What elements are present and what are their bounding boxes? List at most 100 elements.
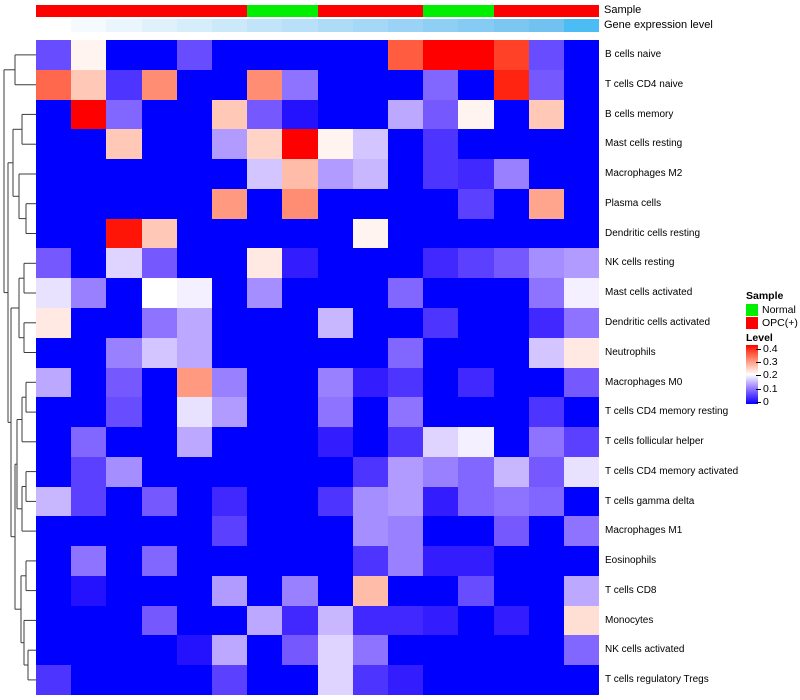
heatmap-cell	[318, 546, 353, 576]
level-tick	[756, 349, 761, 350]
heatmap-cell	[529, 665, 564, 695]
heatmap-cell	[353, 248, 388, 278]
heatmap-cell	[353, 129, 388, 159]
sample-annotation-cell	[212, 5, 247, 17]
heatmap-cell	[494, 457, 529, 487]
heatmap-cell	[564, 338, 599, 368]
heatmap-cell	[282, 189, 318, 219]
heatmap-cell	[177, 189, 212, 219]
heatmap-cell	[106, 457, 142, 487]
heatmap-cell	[71, 189, 106, 219]
heatmap-cell	[458, 546, 494, 576]
heatmap-cell	[423, 308, 458, 338]
heatmap-cell	[142, 665, 177, 695]
heatmap-cell	[142, 100, 177, 129]
heatmap-cell	[388, 40, 423, 70]
heatmap-cell	[353, 40, 388, 70]
heatmap-cell	[36, 427, 71, 457]
heatmap-cell	[318, 308, 353, 338]
heatmap-cell	[247, 516, 282, 546]
heatmap-cell	[71, 100, 106, 129]
heatmap-cell	[353, 308, 388, 338]
row-label: T cells gamma delta	[605, 496, 695, 507]
heatmap-cell	[564, 665, 599, 695]
heatmap-cell	[458, 427, 494, 457]
heatmap-cell	[36, 606, 71, 635]
heatmap-cell	[247, 606, 282, 635]
heatmap-cell	[247, 248, 282, 278]
heatmap-cell	[494, 397, 529, 427]
level-tick	[756, 389, 761, 390]
level-tick-label: 0.4	[763, 343, 778, 355]
heatmap-cell	[388, 338, 423, 368]
heatmap-cell	[212, 457, 247, 487]
heatmap-cell	[318, 278, 353, 308]
heatmap-cell	[177, 219, 212, 248]
heatmap-cell	[564, 516, 599, 546]
sample-annotation-cell	[71, 5, 106, 17]
heatmap-cell	[388, 546, 423, 576]
row-label: B cells memory	[605, 109, 674, 120]
heatmap-cell	[494, 576, 529, 606]
heatmap-cell	[282, 487, 318, 516]
sample-annotation-cell	[177, 5, 212, 17]
heatmap-cell	[212, 635, 247, 665]
heatmap-cell	[247, 100, 282, 129]
heatmap-cell	[212, 248, 247, 278]
heatmap-cell	[318, 635, 353, 665]
heatmap-cell	[423, 457, 458, 487]
heatmap-cell	[529, 159, 564, 189]
heatmap-cell	[388, 665, 423, 695]
heatmap-cell	[458, 576, 494, 606]
heatmap-cell	[247, 159, 282, 189]
gene-expression-annotation-cell	[71, 19, 106, 32]
heatmap-cell	[388, 457, 423, 487]
row-label: T cells CD4 naive	[605, 79, 684, 90]
legend-normal-swatch	[746, 304, 758, 316]
heatmap-cell	[247, 338, 282, 368]
heatmap-cell	[529, 189, 564, 219]
heatmap-cell	[529, 516, 564, 546]
level-tick-label: 0.1	[763, 383, 778, 395]
heatmap-cell	[423, 635, 458, 665]
gene-expression-annotation-cell	[388, 19, 423, 32]
heatmap-cell	[388, 219, 423, 248]
heatmap-cell	[494, 159, 529, 189]
heatmap-cell	[423, 70, 458, 100]
heatmap-cell	[247, 70, 282, 100]
heatmap-cell	[564, 248, 599, 278]
heatmap-cell	[388, 129, 423, 159]
heatmap-cell	[282, 457, 318, 487]
sample-annotation-cell	[458, 5, 494, 17]
heatmap-cell	[458, 368, 494, 397]
heatmap-cell	[564, 635, 599, 665]
heatmap-cell	[142, 427, 177, 457]
heatmap-cell	[282, 516, 318, 546]
row-label: NK cells resting	[605, 257, 675, 268]
heatmap-cell	[388, 516, 423, 546]
heatmap-cell	[177, 100, 212, 129]
heatmap-cell	[71, 248, 106, 278]
heatmap-cell	[564, 70, 599, 100]
heatmap-cell	[282, 40, 318, 70]
heatmap-cell	[247, 665, 282, 695]
heatmap-cell	[494, 635, 529, 665]
heatmap-cell	[353, 635, 388, 665]
heatmap-cell	[353, 516, 388, 546]
heatmap-cell	[177, 576, 212, 606]
row-label: Neutrophils	[605, 347, 656, 358]
gene-expression-annotation-cell	[564, 19, 599, 32]
row-label: T cells regulatory Tregs	[605, 674, 709, 685]
heatmap-cell	[353, 665, 388, 695]
heatmap-cell	[212, 368, 247, 397]
heatmap-cell	[247, 576, 282, 606]
heatmap-cell	[106, 248, 142, 278]
heatmap-cell	[458, 278, 494, 308]
heatmap-cell	[388, 576, 423, 606]
heatmap-cell	[423, 665, 458, 695]
level-tick-label: 0	[763, 396, 769, 408]
heatmap-cell	[529, 338, 564, 368]
heatmap-cell	[564, 427, 599, 457]
gene-expression-annotation-cell	[529, 19, 564, 32]
heatmap-cell	[318, 457, 353, 487]
